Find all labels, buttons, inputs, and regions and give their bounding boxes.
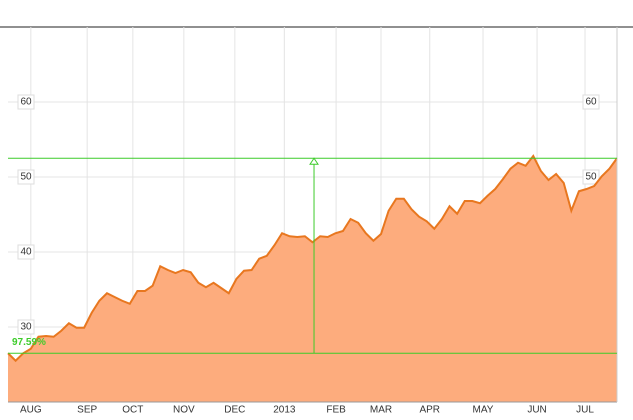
tick-box (17, 244, 35, 260)
x-tick-label: DEC (224, 405, 245, 416)
x-tick-label: NOV (173, 405, 195, 416)
measure-arrow (309, 157, 319, 165)
x-tick-label: MAR (370, 405, 392, 416)
x-tick-label: SEP (77, 405, 97, 416)
y2-tick-label: 50 (585, 172, 597, 183)
annotation-label: 97.59% (12, 337, 46, 348)
tick-box (17, 169, 35, 185)
x-tick-label: MAY (473, 405, 494, 416)
tick-box (17, 319, 35, 335)
x-tick-label: OCT (122, 405, 143, 416)
tick-box (582, 94, 600, 110)
line (7, 154, 618, 363)
x-tick-label: JUN (527, 405, 546, 416)
y-tick-label: 50 (20, 172, 32, 183)
tick-box (17, 94, 35, 110)
x-tick-label: FEB (326, 405, 346, 416)
x-tick-label: AUG (20, 405, 42, 416)
y-tick-label: 40 (20, 247, 32, 258)
area (8, 156, 617, 402)
x-tick-label: JUL (576, 405, 594, 416)
y2-tick-label: 60 (585, 97, 597, 108)
tick-box (582, 169, 600, 185)
x-tick-label: APR (419, 405, 440, 416)
y-tick-label: 60 (20, 97, 32, 108)
x-tick-label: 2013 (273, 405, 296, 416)
y-tick-label: 30 (20, 322, 32, 333)
